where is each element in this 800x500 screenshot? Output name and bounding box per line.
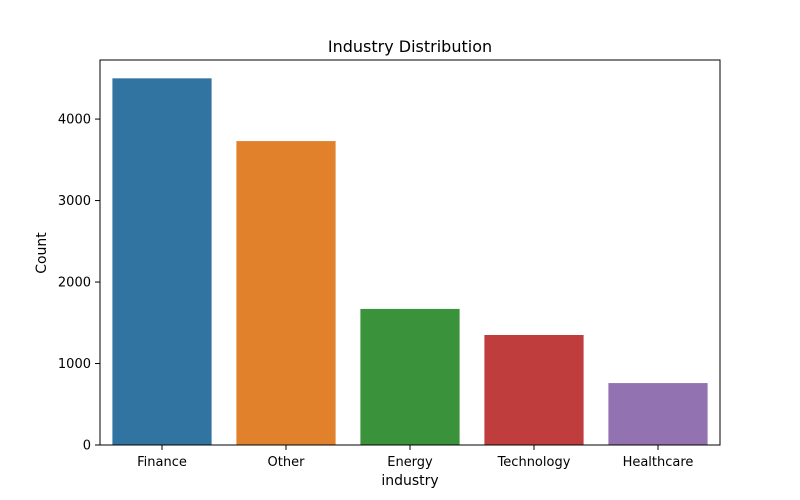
bar-healthcare	[608, 383, 708, 445]
y-tick-label: 3000	[58, 194, 91, 209]
y-axis-ticks: 0 1000 2000 3000 4000	[58, 113, 100, 454]
chart-title: Industry Distribution	[328, 37, 492, 56]
y-tick-label: 2000	[58, 276, 91, 291]
y-tick-label: 4000	[58, 113, 91, 128]
plot-frame	[99, 59, 721, 446]
x-tick-label: Energy	[387, 455, 433, 470]
y-tick-label: 1000	[58, 357, 91, 372]
bar-finance	[112, 78, 212, 445]
bar-energy	[360, 308, 460, 445]
x-axis-label: industry	[381, 473, 438, 489]
x-tick-label: Other	[268, 455, 306, 470]
bar-other	[236, 141, 336, 445]
bars-group	[112, 78, 708, 445]
x-axis-ticks: Finance Other Energy Technology Healthcare	[137, 445, 693, 470]
x-tick-label: Finance	[137, 455, 187, 470]
y-tick-label: 0	[83, 439, 91, 454]
y-axis-label: Count	[34, 232, 50, 274]
x-tick-label: Healthcare	[623, 455, 694, 470]
bar-technology	[484, 335, 584, 445]
x-tick-label: Technology	[497, 455, 571, 470]
